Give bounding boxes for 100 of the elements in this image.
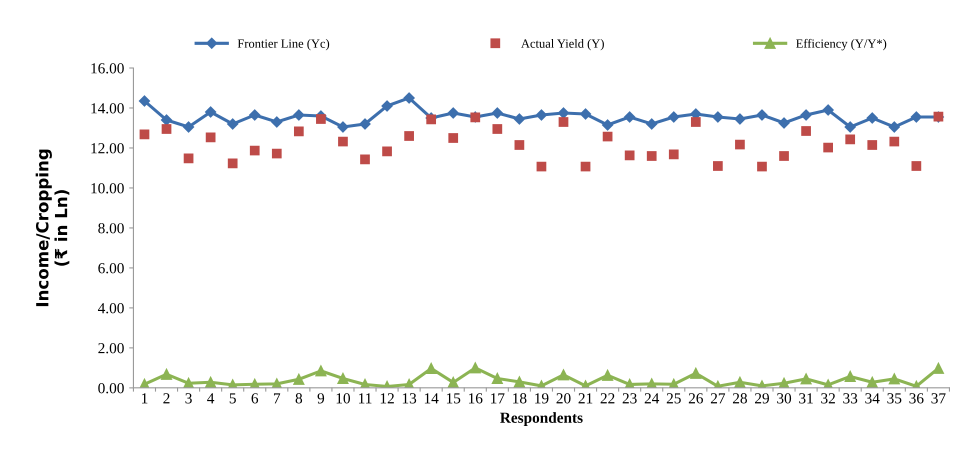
point — [138, 95, 150, 107]
point — [514, 376, 525, 388]
point — [337, 121, 349, 133]
point — [602, 370, 614, 381]
x-tick-label: 32 — [821, 393, 835, 404]
point — [888, 121, 900, 133]
point — [205, 106, 216, 118]
point — [866, 112, 878, 124]
point — [404, 131, 414, 141]
point — [448, 376, 459, 388]
x-tick-label: 31 — [799, 393, 813, 404]
x-tick-label: 24 — [644, 393, 660, 404]
legend-label: Frontier Line (Yc) — [238, 38, 330, 50]
point — [911, 161, 922, 171]
point — [713, 161, 723, 171]
point — [448, 133, 458, 143]
x-tick-label: 29 — [755, 393, 769, 404]
point — [338, 136, 348, 146]
y-tick-label: 4.00 — [98, 303, 124, 314]
x-tick-label: 37 — [932, 393, 946, 404]
point — [735, 140, 745, 150]
point — [602, 132, 612, 142]
point — [690, 117, 701, 127]
x-tick-label: 28 — [732, 393, 747, 404]
point — [800, 373, 812, 384]
y-tick-label: 0.00 — [98, 383, 124, 394]
point — [844, 370, 856, 382]
point — [382, 146, 392, 156]
point — [514, 140, 524, 150]
point — [602, 119, 614, 131]
point — [624, 150, 635, 160]
point — [315, 365, 326, 376]
point — [381, 100, 393, 112]
point — [558, 107, 570, 119]
x-tick-label: 15 — [446, 393, 460, 404]
point — [910, 111, 922, 123]
point — [646, 151, 657, 161]
point — [160, 368, 172, 380]
point — [272, 148, 282, 158]
point — [249, 109, 260, 121]
point — [778, 117, 790, 129]
x-axis-title: Respondents — [500, 412, 583, 426]
point — [800, 109, 812, 121]
point — [140, 130, 150, 140]
point — [801, 126, 811, 136]
point — [183, 378, 194, 388]
point — [316, 114, 326, 124]
point — [359, 118, 371, 130]
point — [293, 109, 304, 121]
x-tick-label: 10 — [336, 393, 350, 404]
point — [470, 362, 481, 374]
x-tick-label: 19 — [535, 393, 548, 404]
y-tick-label: 10.00 — [91, 183, 124, 194]
x-tick-label: 33 — [843, 393, 858, 404]
legend-label: Actual Yield (Y) — [521, 38, 604, 50]
point — [360, 154, 370, 164]
x-tick-label: 11 — [359, 393, 372, 404]
point — [337, 372, 349, 384]
point — [206, 132, 216, 142]
point — [250, 146, 260, 156]
point — [492, 124, 502, 134]
x-tick-label: 6 — [252, 393, 258, 404]
point — [448, 107, 459, 119]
point — [426, 362, 437, 374]
x-tick-label: 4 — [207, 393, 214, 404]
point — [162, 124, 172, 134]
x-tick-label: 30 — [777, 393, 792, 404]
point — [867, 140, 878, 150]
point — [184, 154, 194, 164]
y-tick-label: 16.00 — [91, 63, 124, 74]
y-tick-label: 8.00 — [98, 223, 124, 234]
point — [734, 376, 746, 388]
x-tick-label: 3 — [185, 393, 192, 404]
point — [844, 121, 856, 133]
x-tick-label: 22 — [600, 393, 614, 404]
x-tick-label: 2 — [163, 393, 170, 404]
point — [932, 362, 944, 374]
point — [866, 376, 878, 388]
point — [668, 150, 679, 160]
point — [580, 162, 590, 172]
point — [205, 376, 216, 388]
point — [404, 92, 415, 104]
point — [756, 109, 768, 121]
point — [227, 118, 238, 130]
x-tick-label: 1 — [142, 393, 148, 404]
point — [779, 151, 789, 161]
x-tick-label: 21 — [578, 393, 592, 404]
point — [271, 116, 282, 128]
x-tick-label: 26 — [688, 393, 703, 404]
point — [646, 118, 658, 130]
x-tick-label: 18 — [513, 393, 526, 404]
point — [293, 374, 304, 385]
x-tick-label: 8 — [296, 393, 302, 404]
x-tick-label: 13 — [402, 393, 416, 404]
point — [668, 111, 680, 123]
x-tick-label: 20 — [556, 393, 571, 404]
x-tick-label: 27 — [710, 393, 726, 404]
point — [845, 134, 856, 144]
point — [536, 162, 546, 172]
point — [624, 111, 636, 123]
